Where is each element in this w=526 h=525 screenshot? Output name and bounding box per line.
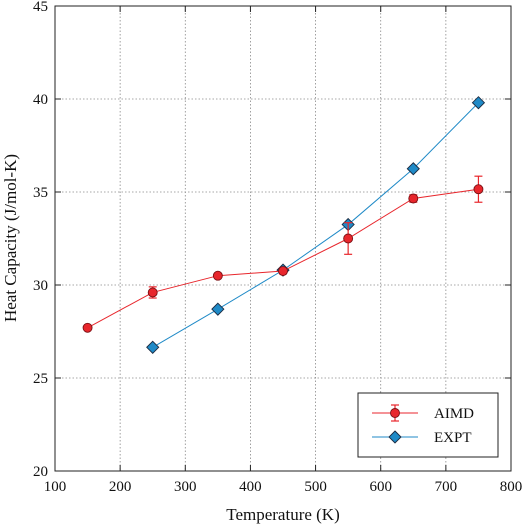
data-point: [147, 287, 158, 298]
grid: [55, 6, 511, 471]
legend-label: EXPT: [434, 430, 472, 446]
data-point: [471, 96, 486, 110]
legend-entry-aimd: AIMD: [372, 404, 474, 422]
legend-marker: [388, 430, 402, 444]
data-point: [473, 184, 484, 195]
data-point: [343, 233, 354, 244]
data-point: [406, 162, 420, 176]
legend-entry-expt: EXPT: [372, 430, 472, 446]
series-line: [152, 102, 479, 348]
legend: AIMD EXPT: [357, 392, 499, 458]
legend-box: [357, 392, 499, 458]
x-tick-label: 600: [369, 479, 392, 495]
x-tick-label: 800: [500, 479, 523, 495]
x-tick-label: 100: [44, 479, 67, 495]
y-tick-label: 25: [33, 371, 48, 387]
data-point: [408, 193, 419, 204]
data-point: [211, 302, 225, 316]
y-tick-label: 40: [33, 92, 48, 108]
x-tick-label: 300: [174, 479, 197, 495]
y-tick-label: 35: [33, 185, 48, 201]
y-tick-label: 20: [33, 464, 48, 480]
y-tick-label: 45: [33, 0, 48, 15]
axis-ticks: 100 200 300 400 500 600 700 800 20 25 30 35 40 45: [33, 0, 522, 495]
legend-label: AIMD: [434, 406, 474, 422]
x-tick-label: 700: [435, 479, 458, 495]
legend-marker: [390, 408, 400, 418]
data-point: [212, 270, 223, 281]
data-point: [146, 340, 160, 354]
x-tick-label: 200: [109, 479, 132, 495]
data-point: [278, 266, 288, 276]
series-layer: [82, 96, 486, 354]
data-point: [82, 322, 93, 333]
plot-frame: [54, 5, 512, 472]
y-axis-title: Heat Capacity (J/mol-K): [1, 154, 20, 322]
x-tick-label: 400: [239, 479, 262, 495]
x-axis-title: Temperature (K): [226, 505, 340, 524]
x-tick-label: 500: [304, 479, 327, 495]
series-aimd: [82, 175, 484, 333]
series-line: [87, 188, 479, 329]
y-tick-label: 30: [33, 278, 48, 294]
